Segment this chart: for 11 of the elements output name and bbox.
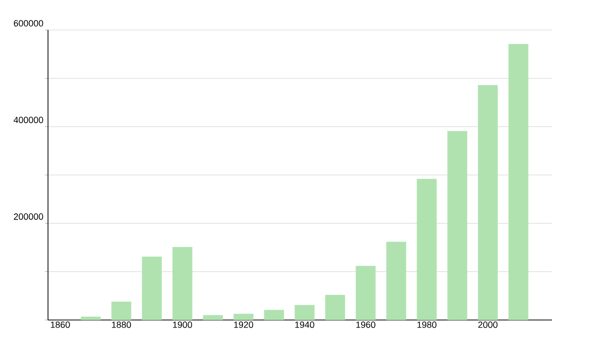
x-tick-label: 1960 — [356, 322, 376, 328]
y-tick-label: 600000 — [14, 20, 44, 26]
y-tick-label: 200000 — [14, 213, 44, 220]
x-tick-label: 1880 — [112, 322, 131, 328]
x-tick-label: 1900 — [173, 322, 192, 328]
x-tick-label: 1920 — [234, 322, 254, 328]
x-tick-label: 1980 — [417, 322, 436, 328]
x-tick-label: 1860 — [50, 322, 70, 328]
x-tick-label: 2000 — [478, 322, 498, 328]
y-tick-label: 400000 — [14, 116, 44, 124]
x-tick-label: 1940 — [295, 322, 314, 328]
